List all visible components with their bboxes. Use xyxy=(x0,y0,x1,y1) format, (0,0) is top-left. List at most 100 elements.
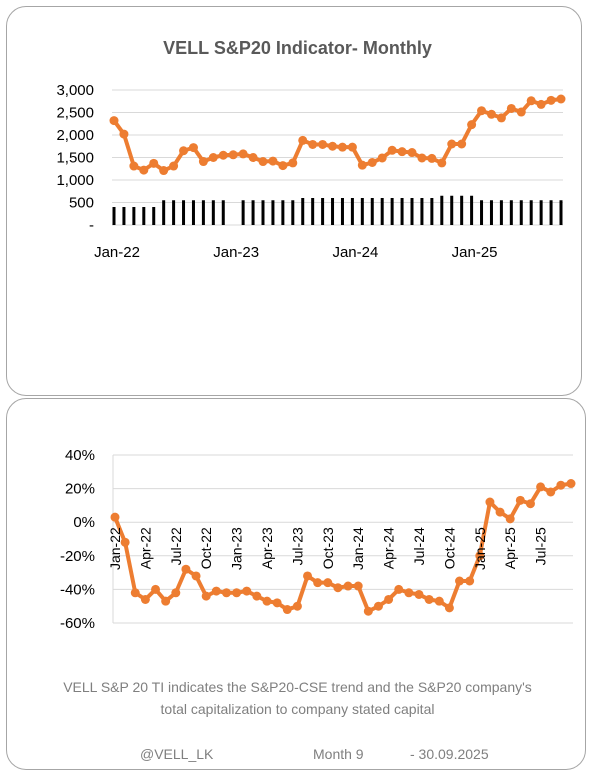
change-point xyxy=(353,581,363,591)
indicator-point xyxy=(447,139,457,149)
change-point xyxy=(201,591,211,601)
x-tick-label: Jan-25 xyxy=(452,244,498,261)
indicator-point xyxy=(159,166,169,176)
volume-bar xyxy=(489,200,493,225)
footer-date: - 30.09.2025 xyxy=(410,746,489,762)
change-point xyxy=(343,581,353,591)
volume-bar xyxy=(499,200,503,225)
change-point xyxy=(323,578,333,588)
change-point xyxy=(455,576,465,586)
volume-bar xyxy=(261,200,265,225)
indicator-point xyxy=(556,94,566,104)
volume-bar xyxy=(420,198,424,225)
x-tick-label: Oct-23 xyxy=(320,527,336,569)
volume-bar xyxy=(350,198,354,225)
volume-bar xyxy=(450,195,454,225)
change-point xyxy=(262,596,272,606)
volume-bar xyxy=(460,195,464,225)
y-tick-label: 20% xyxy=(65,481,95,498)
volume-bar xyxy=(301,198,305,225)
y-tick-label: -60% xyxy=(60,615,95,632)
x-tick-label: Jan-24 xyxy=(350,527,366,570)
change-point xyxy=(465,576,475,586)
chart-note: VELL S&P 20 TI indicates the S&P20-CSE t… xyxy=(63,679,532,717)
indicator-point xyxy=(516,107,526,117)
y-tick-label: - xyxy=(89,217,94,234)
indicator-point xyxy=(248,153,258,162)
indicator-point xyxy=(377,153,387,163)
volume-bar xyxy=(152,207,156,225)
indicator-point xyxy=(437,158,447,168)
footer-month: Month 9 xyxy=(313,746,364,762)
y-tick-label: 2,500 xyxy=(56,105,94,122)
indicator-point xyxy=(169,161,179,171)
indicator-point xyxy=(109,116,119,126)
change-point xyxy=(333,583,343,593)
footer-handle: @VELL_LK xyxy=(140,746,214,762)
indicator-point xyxy=(457,139,467,149)
change-point xyxy=(394,584,404,594)
x-tick-label: Jan-22 xyxy=(94,244,140,261)
indicator-point xyxy=(367,157,377,167)
change-point xyxy=(303,571,313,581)
x-tick-label: Oct-24 xyxy=(441,527,457,569)
indicator-point xyxy=(506,103,516,113)
x-tick-label: Jul-24 xyxy=(411,527,427,565)
change-point xyxy=(151,584,161,594)
y-tick-label: -20% xyxy=(60,548,95,565)
indicator-line xyxy=(112,97,562,173)
change-point xyxy=(515,495,525,505)
volume-bar xyxy=(281,200,285,225)
change-point xyxy=(444,603,454,613)
change-point xyxy=(424,594,434,604)
volume-bar xyxy=(112,207,116,225)
indicator-point xyxy=(308,139,318,149)
change-point xyxy=(363,606,373,616)
indicator-point xyxy=(318,139,328,149)
change-point xyxy=(110,512,120,522)
volume-bar xyxy=(182,200,186,225)
change-point xyxy=(181,564,191,574)
change-point xyxy=(536,482,546,492)
volume-bar xyxy=(241,200,245,225)
y-tick-label: 1,000 xyxy=(56,172,94,189)
indicator-point xyxy=(179,146,189,156)
volume-bar xyxy=(331,198,335,225)
change-point xyxy=(525,499,535,509)
indicator-point xyxy=(218,150,228,160)
indicator-point xyxy=(258,157,268,167)
y-tick-label: 0% xyxy=(73,514,95,531)
bottom-chart-panel xyxy=(6,398,586,770)
indicator-point xyxy=(357,160,367,170)
x-tick-label: Apr-23 xyxy=(259,527,275,569)
change-point xyxy=(434,596,444,606)
y-tick-label: 500 xyxy=(69,195,94,212)
change-point xyxy=(495,507,505,517)
change-point xyxy=(191,571,201,581)
change-point xyxy=(171,588,181,598)
volume-bar xyxy=(211,200,215,225)
change-point xyxy=(505,514,515,524)
change-point xyxy=(211,586,221,596)
change-point xyxy=(140,594,150,604)
change-point xyxy=(566,479,576,489)
indicator-chart: - 500 1,000 1,500 2,000 2,500 3,000 Jan-22 Jan-2… xyxy=(56,82,566,261)
volume-bar xyxy=(201,200,205,225)
x-tick-label: Jul-25 xyxy=(533,527,549,565)
indicator-point xyxy=(298,135,308,145)
change-point xyxy=(485,497,495,507)
volume-bar xyxy=(191,200,195,225)
volume-bar xyxy=(519,200,523,225)
volume-bar xyxy=(122,207,126,225)
change-point xyxy=(130,588,140,598)
x-tick-label: Jul-22 xyxy=(168,527,184,565)
y-tick-label: -40% xyxy=(60,581,95,598)
indicator-point xyxy=(129,161,139,171)
indicator-point xyxy=(536,99,546,109)
volume-bar xyxy=(380,198,384,225)
indicator-point xyxy=(467,120,477,130)
volume-bar xyxy=(360,198,364,225)
volume-bar xyxy=(321,198,325,225)
change-point xyxy=(161,596,171,606)
volume-bar xyxy=(440,195,444,225)
